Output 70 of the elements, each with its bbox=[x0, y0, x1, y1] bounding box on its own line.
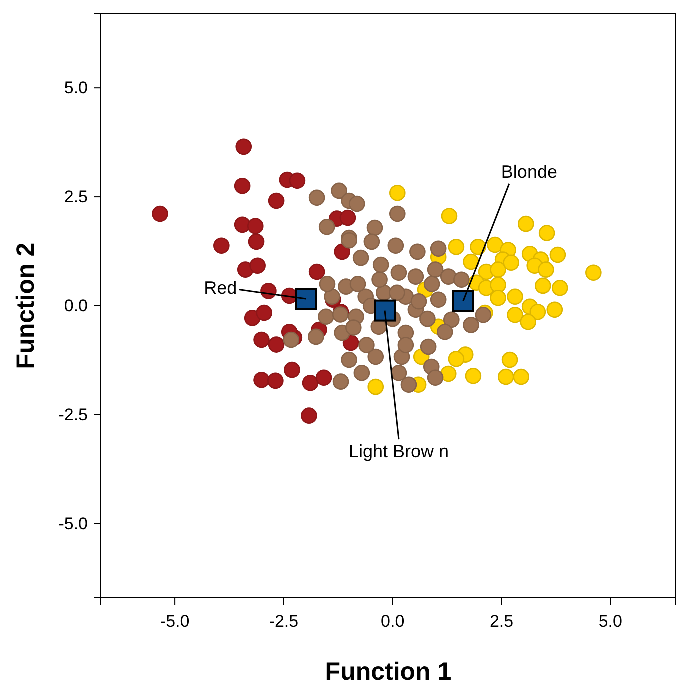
point bbox=[234, 216, 251, 234]
x-tick-label: -2.5 bbox=[269, 612, 299, 632]
point bbox=[295, 288, 318, 310]
point bbox=[268, 336, 285, 353]
x-tick-label: -5.0 bbox=[160, 612, 190, 632]
x-tick-label: 0.0 bbox=[381, 612, 405, 632]
y-tick-label: -5.0 bbox=[58, 514, 88, 534]
point bbox=[268, 192, 285, 210]
point bbox=[490, 262, 506, 278]
point bbox=[374, 300, 396, 322]
point bbox=[284, 362, 300, 378]
point bbox=[546, 302, 564, 318]
point bbox=[390, 184, 406, 202]
point bbox=[152, 206, 168, 222]
point bbox=[244, 310, 261, 326]
point bbox=[448, 239, 465, 256]
point bbox=[552, 280, 568, 296]
point bbox=[538, 225, 556, 242]
point bbox=[302, 374, 319, 392]
point bbox=[250, 258, 266, 274]
point bbox=[334, 244, 350, 260]
point bbox=[490, 276, 506, 294]
x-tick-label: 5.0 bbox=[598, 612, 622, 632]
point bbox=[487, 236, 504, 254]
point bbox=[538, 262, 554, 278]
y-tick-label: 5.0 bbox=[64, 78, 88, 98]
point bbox=[254, 332, 270, 348]
point bbox=[441, 208, 458, 224]
y-axis-title: Function 2 bbox=[12, 242, 40, 370]
x-axis-title: Function 1 bbox=[325, 658, 452, 686]
annotation: Light Brow n bbox=[348, 442, 450, 462]
point bbox=[452, 290, 474, 312]
point bbox=[513, 368, 530, 386]
y-tick-label: 0.0 bbox=[64, 296, 88, 316]
point bbox=[254, 372, 270, 388]
point bbox=[440, 366, 457, 382]
point bbox=[268, 372, 284, 390]
point bbox=[520, 314, 536, 330]
annotation: Blonde bbox=[501, 162, 558, 182]
point bbox=[289, 172, 306, 190]
y-tick-label: -2.5 bbox=[58, 405, 88, 424]
point bbox=[368, 378, 384, 396]
point bbox=[463, 254, 480, 270]
point bbox=[465, 368, 482, 384]
point bbox=[316, 370, 332, 386]
annotation: Red bbox=[204, 278, 238, 298]
point bbox=[550, 246, 566, 264]
point bbox=[234, 178, 251, 194]
point bbox=[507, 288, 524, 305]
point bbox=[507, 307, 524, 324]
point bbox=[308, 264, 326, 280]
point bbox=[214, 238, 230, 254]
point bbox=[503, 254, 520, 272]
point bbox=[502, 352, 518, 368]
point bbox=[248, 234, 265, 250]
point bbox=[470, 239, 486, 256]
point bbox=[518, 216, 534, 232]
y-tick-label: 2.5 bbox=[64, 187, 88, 206]
point bbox=[256, 304, 272, 322]
point bbox=[340, 210, 356, 226]
point bbox=[586, 264, 602, 282]
point bbox=[490, 290, 506, 306]
point bbox=[534, 278, 552, 294]
point bbox=[301, 408, 318, 424]
point bbox=[448, 351, 465, 368]
point bbox=[498, 368, 514, 386]
x-tick-label: 2.5 bbox=[490, 612, 514, 632]
point bbox=[247, 218, 264, 234]
point bbox=[530, 304, 546, 320]
point bbox=[236, 138, 252, 156]
